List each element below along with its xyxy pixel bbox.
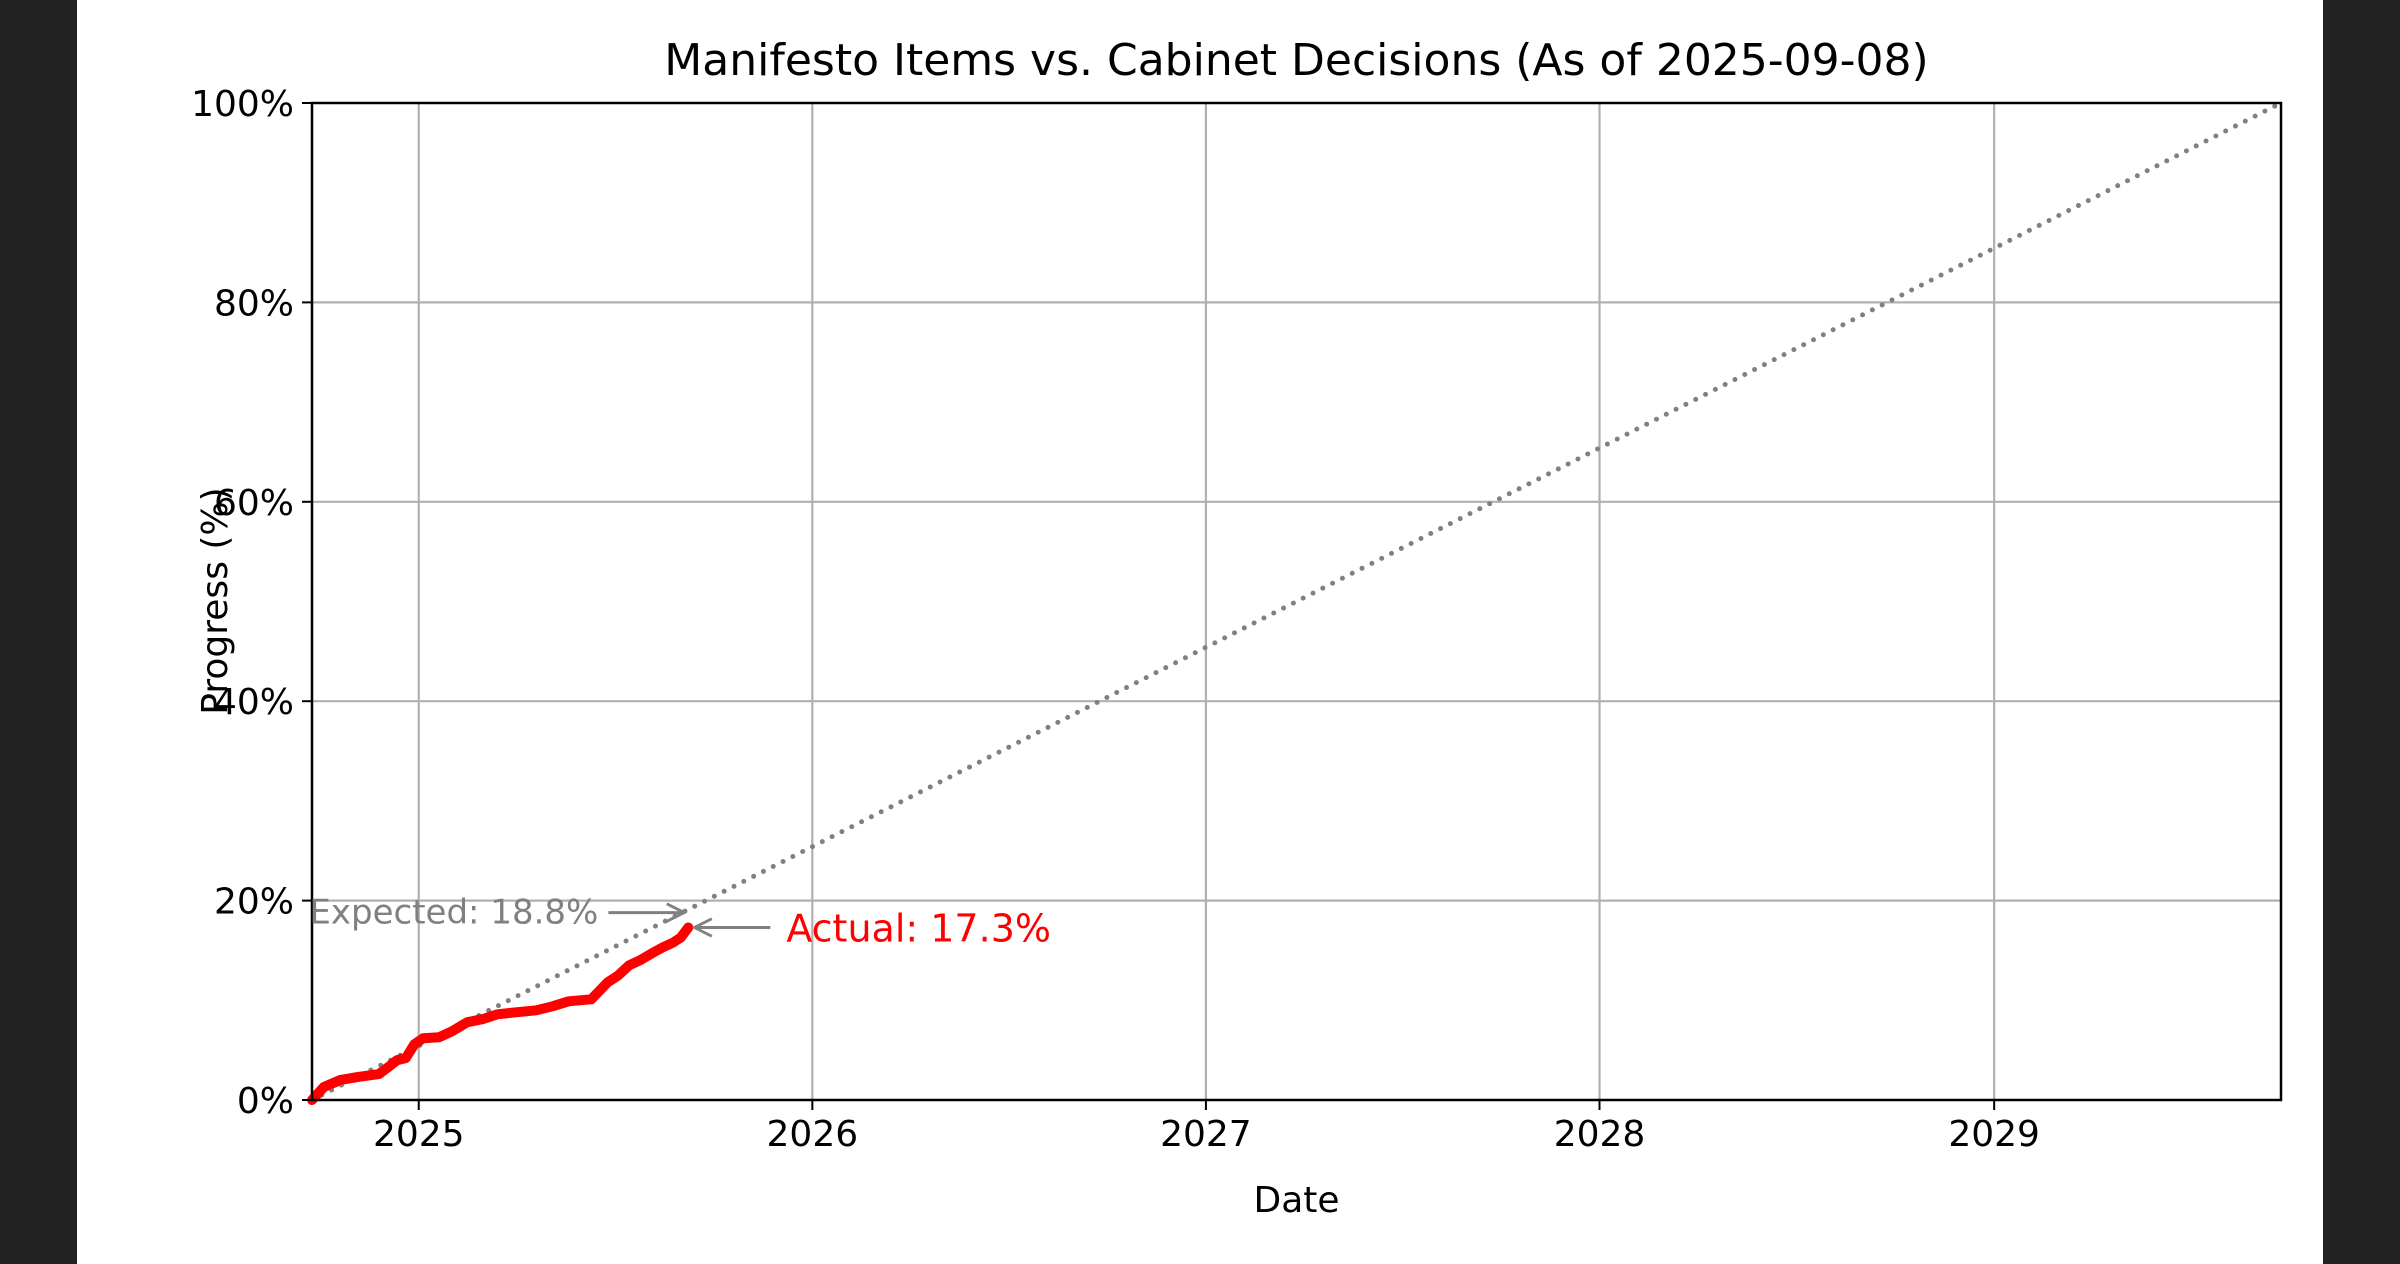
y-axis-label: Progress (%): [195, 487, 236, 714]
plot-frame: [310, 101, 2283, 1102]
expected-annotation-label: Expected: 18.8%: [309, 893, 598, 933]
x-tick-label: 2026: [767, 1114, 859, 1155]
y-tick-label: 100%: [191, 84, 294, 125]
x-axis-label: Date: [1253, 1180, 1339, 1221]
chart-title: Manifesto Items vs. Cabinet Decisions (A…: [664, 35, 1928, 86]
y-tick-label: 20%: [214, 882, 294, 923]
progress-chart: 2025 2026 2027 2028 2029 0% 20% 40% 60% 80% 100% E…: [191, 35, 2284, 1221]
x-tick-label: 2029: [1948, 1114, 2040, 1155]
actual-annotation-label: Actual: 17.3%: [786, 907, 1051, 951]
y-tick-label: 40%: [214, 682, 294, 723]
figure: 2025 2026 2027 2028 2029 0% 20% 40% 60% 80% 100% E…: [77, 0, 2323, 1264]
series-layer: [307, 100, 2284, 1105]
expected-progress-line: [309, 100, 2284, 1103]
y-tick-label: 80%: [214, 283, 294, 324]
x-tick-label: 2025: [373, 1114, 465, 1155]
y-tick-label: 60%: [214, 483, 294, 524]
actual-progress-line: [307, 922, 694, 1105]
grid: [312, 103, 2281, 1100]
x-tick-label: 2027: [1160, 1114, 1252, 1155]
annotations: Expected: 18.8% Actual: 17.3%: [309, 893, 1051, 951]
x-tick-label: 2028: [1554, 1114, 1646, 1155]
y-tick-label: 0%: [237, 1081, 294, 1122]
axis-ticks: 2025 2026 2027 2028 2029 0% 20% 40% 60% 80% 100%: [191, 84, 2040, 1155]
